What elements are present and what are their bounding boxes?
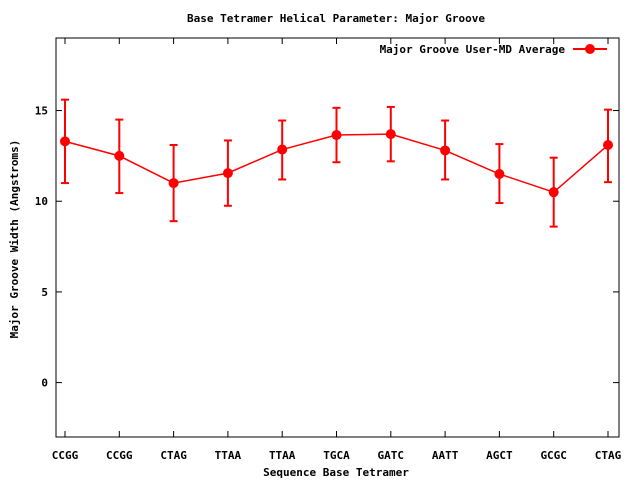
y-tick-label: 0 xyxy=(41,377,48,390)
data-point xyxy=(385,129,396,140)
x-tick-label: AATT xyxy=(432,449,459,462)
y-axis-label: Major Groove Width (Angstroms) xyxy=(8,140,21,339)
legend-label: Major Groove User-MD Average xyxy=(380,43,566,56)
data-point xyxy=(277,144,288,155)
x-tick-label: GATC xyxy=(378,449,405,462)
x-axis-label: Sequence Base Tetramer xyxy=(263,466,409,479)
x-axis-ticks: CCGG CCGG CTAG TTAA TTAA TGCA GATC AATT AGCT GCGC… xyxy=(52,38,622,462)
data-point xyxy=(440,145,451,156)
legend-marker xyxy=(585,44,595,54)
data-point xyxy=(114,150,125,161)
legend: Major Groove User-MD Average xyxy=(380,43,607,56)
x-tick-label: CTAG xyxy=(595,449,622,462)
data-point xyxy=(494,169,505,180)
data-point xyxy=(60,136,70,147)
chart-title: Base Tetramer Helical Parameter: Major G… xyxy=(187,12,485,25)
data-point xyxy=(331,130,342,141)
y-axis-ticks: 0 5 10 15 xyxy=(35,105,619,390)
x-tick-label: TGCA xyxy=(323,449,350,462)
y-tick-label: 10 xyxy=(35,195,48,208)
x-tick-label: CTAG xyxy=(160,449,187,462)
x-tick-label: CCGG xyxy=(106,449,133,462)
y-tick-label: 5 xyxy=(41,286,48,299)
series-layer xyxy=(60,98,613,228)
plot-frame xyxy=(55,37,620,438)
data-point xyxy=(168,178,179,189)
y-tick-label: 15 xyxy=(35,105,48,118)
x-tick-label: TTAA xyxy=(215,449,242,462)
data-point xyxy=(603,140,613,151)
x-tick-label: CCGG xyxy=(52,449,79,462)
x-tick-label: AGCT xyxy=(486,449,513,462)
x-tick-label: TTAA xyxy=(269,449,296,462)
x-tick-label: GCGC xyxy=(540,449,567,462)
data-point xyxy=(222,168,233,179)
data-point xyxy=(548,187,559,198)
